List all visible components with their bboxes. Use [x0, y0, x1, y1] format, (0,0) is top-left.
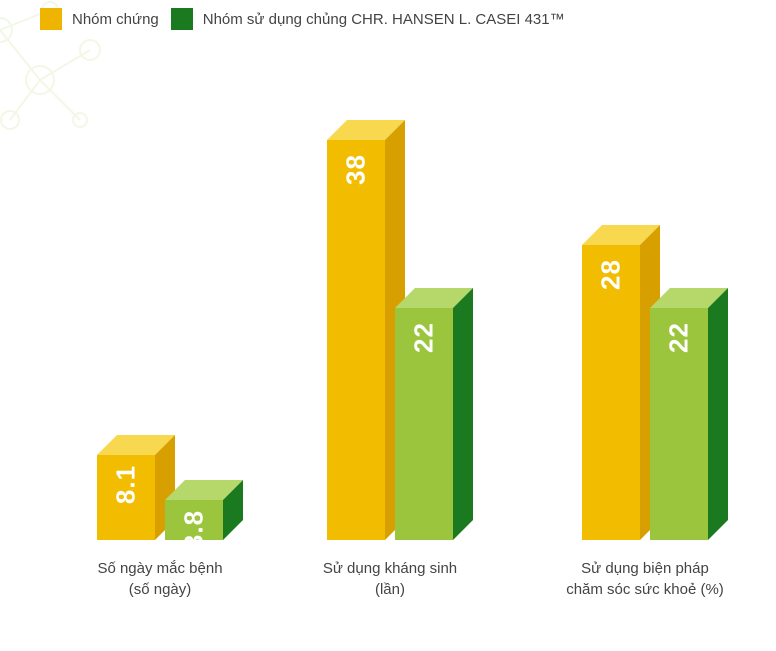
- bar-front-face: 22: [395, 308, 453, 540]
- x-axis-label-line1: Số ngày mắc bệnh: [97, 558, 222, 579]
- bar-side-face: [708, 288, 728, 540]
- legend: Nhóm chứng Nhóm sử dụng chủng CHR. HANSE…: [40, 8, 565, 30]
- chart: 8.1 3.8 Số ngày mắc bệnh(số ngày) 38 22 Sử dụ…: [0, 70, 776, 600]
- x-axis-label-line1: Sử dụng biện pháp: [566, 558, 724, 579]
- bar-front-face: 28: [582, 245, 640, 540]
- bars-row: 8.1 3.8: [60, 80, 260, 540]
- bar: 3.8: [165, 500, 223, 540]
- bar: 22: [650, 308, 708, 540]
- x-axis-label-line1: Sử dụng kháng sinh: [323, 558, 457, 579]
- bar-front-face: 22: [650, 308, 708, 540]
- bar-value-label: 38: [341, 154, 372, 185]
- bars-row: 38 22: [290, 80, 490, 540]
- x-axis-label-line2: chăm sóc sức khoẻ (%): [566, 579, 724, 600]
- bar: 38: [327, 140, 385, 540]
- bar-value-label: 22: [664, 322, 695, 353]
- bars-row: 28 22: [545, 80, 745, 540]
- bar-side-face: [453, 288, 473, 540]
- legend-label-treatment: Nhóm sử dụng chủng CHR. HANSEN L. CASEI …: [203, 11, 565, 28]
- bar-front-face: 8.1: [97, 455, 155, 540]
- legend-swatch-control: [40, 8, 62, 30]
- legend-item-control: Nhóm chứng: [40, 8, 159, 30]
- bar-front-face: 3.8: [165, 500, 223, 540]
- legend-label-control: Nhóm chứng: [72, 11, 159, 28]
- bar-value-label: 3.8: [179, 510, 210, 549]
- bar-value-label: 28: [596, 259, 627, 290]
- x-axis-label: Số ngày mắc bệnh(số ngày): [97, 558, 222, 600]
- bar-front-face: 38: [327, 140, 385, 540]
- x-axis-label-line2: (lần): [323, 579, 457, 600]
- bar-value-label: 8.1: [111, 465, 142, 504]
- legend-item-treatment: Nhóm sử dụng chủng CHR. HANSEN L. CASEI …: [171, 8, 565, 30]
- bar-group: 38 22 Sử dụng kháng sinh(lần): [290, 80, 490, 600]
- x-axis-label-line2: (số ngày): [97, 579, 222, 600]
- bar: 8.1: [97, 455, 155, 540]
- bar: 22: [395, 308, 453, 540]
- bar: 28: [582, 245, 640, 540]
- bar-value-label: 22: [409, 322, 440, 353]
- legend-swatch-treatment: [171, 8, 193, 30]
- x-axis-label: Sử dụng biện phápchăm sóc sức khoẻ (%): [566, 558, 724, 600]
- bar-group: 8.1 3.8 Số ngày mắc bệnh(số ngày): [60, 80, 260, 600]
- bar-group: 28 22 Sử dụng biện phápchăm sóc sức khoẻ (…: [545, 80, 745, 600]
- x-axis-label: Sử dụng kháng sinh(lần): [323, 558, 457, 600]
